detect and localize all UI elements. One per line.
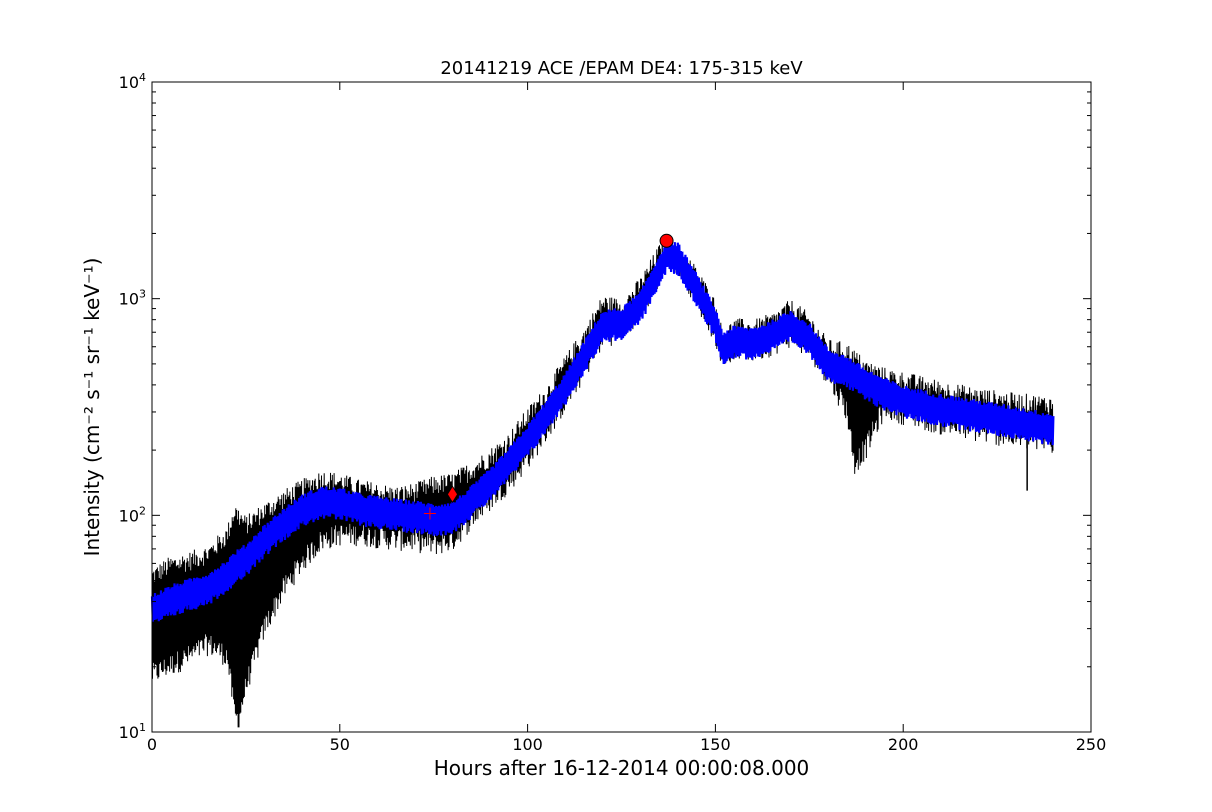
peak-marker xyxy=(659,233,674,248)
x-tick-label: 250 xyxy=(1076,735,1107,754)
chart-title: 20141219 ACE /EPAM DE4: 175-315 keV xyxy=(440,58,803,79)
plus-marker xyxy=(423,507,436,520)
x-tick-label: 50 xyxy=(330,735,350,754)
plot-frame xyxy=(151,81,1092,733)
onset-marker xyxy=(447,485,458,504)
x-tick-label: 200 xyxy=(888,735,919,754)
y-tick-label: 104 xyxy=(119,71,146,92)
x-axis-title: Hours after 16-12-2014 00:00:08.000 xyxy=(434,756,810,780)
tick-layer: 0 50 100 150 200 250 101 102 103 104 xyxy=(119,71,1107,754)
x-tick-label: 150 xyxy=(700,735,731,754)
y-tick-label: 102 xyxy=(119,504,146,525)
y-tick-label: 101 xyxy=(119,721,146,742)
y-tick-label: 103 xyxy=(119,288,146,309)
x-tick-label: 100 xyxy=(512,735,543,754)
marker-layer xyxy=(423,233,674,520)
series-blue-trace xyxy=(150,239,1055,622)
series-layer xyxy=(150,238,1055,728)
x-tick-label: 0 xyxy=(147,735,157,754)
y-axis-title: Intensity (cm⁻² s⁻¹ sr⁻¹ keV⁻¹) xyxy=(80,258,104,557)
